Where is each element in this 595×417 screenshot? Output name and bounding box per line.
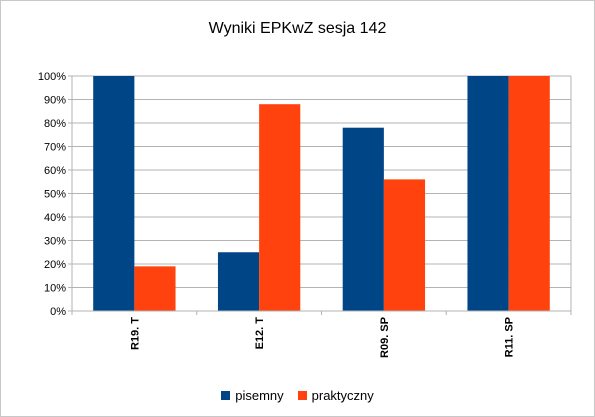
- legend-label-praktyczny: praktyczny: [311, 388, 374, 403]
- y-tick-label: 60%: [44, 165, 66, 177]
- y-tick-label: 100%: [38, 71, 66, 83]
- bar-praktyczny-1: [259, 104, 301, 311]
- y-tick-label: 50%: [44, 189, 66, 201]
- bar-pisemny-1: [217, 252, 260, 311]
- legend-swatch-praktyczny: [297, 391, 307, 400]
- legend-item-pisemny: pisemny: [221, 388, 284, 403]
- bars: [93, 76, 550, 311]
- y-tick-label: 10%: [44, 283, 66, 295]
- y-tick-label: 0%: [50, 306, 66, 318]
- legend-item-praktyczny: praktyczny: [297, 388, 374, 403]
- y-tick-labels: 0% 10% 20% 30% 40% 50% 60% 70% 80% 90% 100%: [38, 71, 66, 318]
- legend: pisemny praktyczny: [0, 388, 595, 403]
- x-tick-labels: R19. T E12. T R09. SP R11. SP: [129, 317, 515, 358]
- x-tick-label: R11. SP: [504, 317, 516, 357]
- x-tick-label: E12. T: [254, 317, 266, 350]
- x-tick-label: R09. SP: [379, 317, 391, 358]
- bar-pisemny-0: [93, 76, 135, 311]
- y-tick-label: 70%: [44, 142, 66, 154]
- chart-title: Wyniki EPKwZ sesja 142: [208, 20, 387, 37]
- bar-pisemny-3: [467, 76, 509, 311]
- legend-label-pisemny: pisemny: [235, 388, 284, 403]
- bar-pisemny-2: [342, 127, 384, 311]
- bar-praktyczny-3: [508, 76, 550, 311]
- y-tick-label: 80%: [44, 118, 66, 130]
- bar-praktyczny-2: [383, 179, 426, 311]
- legend-swatch-pisemny: [221, 391, 231, 400]
- bar-praktyczny-0: [134, 266, 176, 311]
- x-tick-label: R19. T: [129, 317, 141, 350]
- y-tick-label: 20%: [44, 259, 66, 271]
- y-tick-label: 90%: [44, 95, 66, 107]
- axes: [71, 76, 572, 315]
- y-tick-label: 40%: [44, 212, 66, 224]
- y-tick-label: 30%: [44, 236, 66, 248]
